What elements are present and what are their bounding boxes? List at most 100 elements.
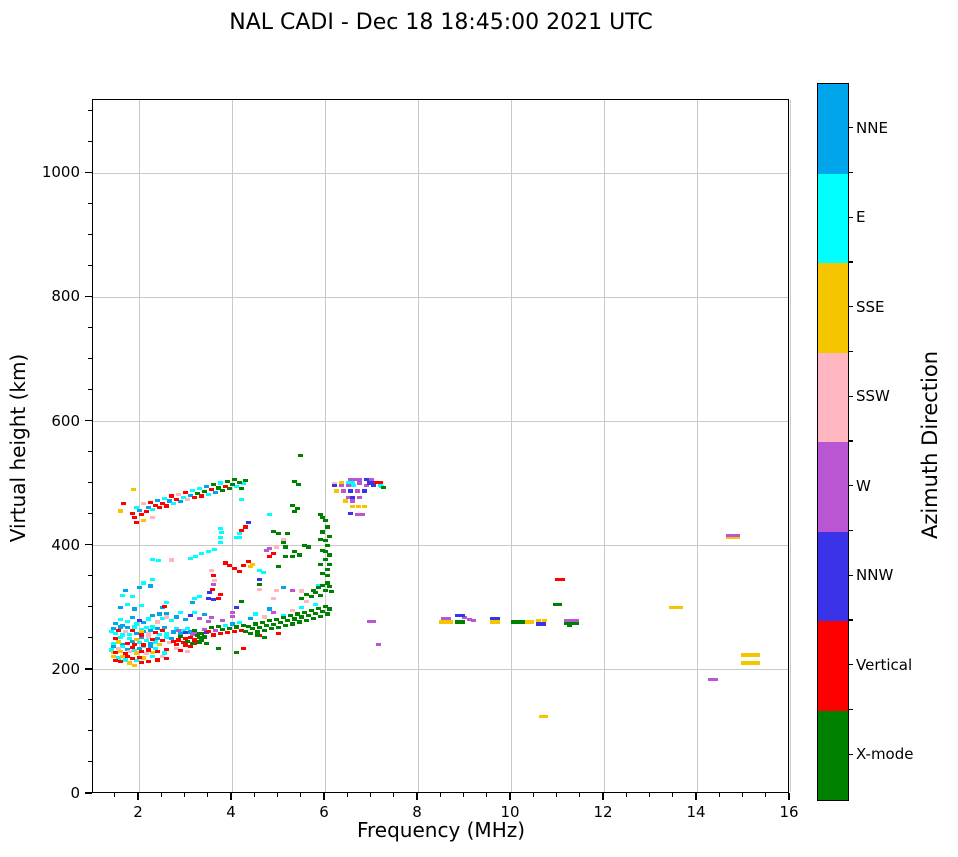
data-point-X-mode [289, 555, 295, 559]
data-point-W [359, 513, 365, 517]
data-point-Vertical [241, 563, 247, 568]
data-point-SSE [334, 489, 340, 493]
data-point-SSE [730, 536, 736, 540]
data-point-Vertical [143, 509, 149, 514]
data-point-X-mode [224, 479, 230, 483]
data-point-E [117, 617, 123, 622]
data-point-X-mode [283, 555, 288, 559]
data-point-SSW [208, 568, 214, 573]
data-point-X-mode [292, 480, 298, 484]
x-minor-tick [207, 793, 209, 797]
x-tick-label: 2 [133, 803, 143, 821]
data-point-NNE [155, 498, 161, 502]
colorbar-segment-SSE [818, 263, 848, 353]
colorbar-label-W: W [856, 476, 871, 495]
data-point-W [350, 499, 356, 503]
data-point-SSE [138, 630, 144, 634]
data-point-X-mode [317, 593, 323, 597]
colorbar-segment-NNW [818, 531, 848, 621]
x-minor-tick [579, 793, 581, 797]
data-point-NNE [183, 617, 189, 622]
x-tick-label: 6 [319, 803, 329, 821]
data-point-SSW [159, 654, 165, 658]
data-point-E [217, 540, 223, 545]
data-point-W [730, 533, 736, 537]
data-point-X-mode [324, 567, 330, 571]
data-point-SSW [303, 599, 309, 604]
data-point-Vertical [138, 649, 144, 653]
data-point-SSE [438, 620, 444, 624]
data-point-SSE [543, 714, 549, 718]
colorbar-boundary-tick [848, 440, 854, 442]
data-point-Vertical [131, 642, 137, 646]
data-point-SSW [155, 620, 161, 624]
data-point-X-mode [229, 482, 235, 486]
data-point-E [234, 485, 240, 489]
data-point-E [127, 636, 133, 640]
data-point-E [120, 593, 126, 597]
y-minor-tick [88, 357, 92, 359]
data-point-X-mode [278, 621, 284, 625]
data-point-NNE [110, 644, 116, 648]
data-point-X-mode [322, 550, 328, 554]
data-point-SSE [448, 620, 454, 624]
data-point-W [366, 619, 372, 624]
data-point-W [462, 616, 468, 620]
data-point-Vertical [134, 520, 140, 524]
data-point-X-mode [273, 617, 279, 622]
data-point-W [229, 614, 235, 619]
data-point-Vertical [192, 496, 198, 500]
data-point-E [236, 621, 242, 625]
data-point-NNE [201, 613, 207, 617]
data-point-NNW [210, 598, 216, 602]
data-point-NNE [150, 613, 156, 617]
data-point-NNE [266, 607, 272, 611]
data-point-X-mode [303, 618, 309, 622]
data-point-SSE [745, 653, 751, 657]
data-point-Vertical [155, 649, 161, 653]
data-point-W [713, 677, 719, 681]
data-point-SSE [750, 653, 756, 657]
x-tick-label: 4 [226, 803, 236, 821]
data-point-X-mode [313, 591, 319, 595]
data-point-X-mode [234, 650, 240, 655]
data-point-E [150, 625, 156, 629]
data-point-E [157, 632, 163, 637]
x-tick-label: 16 [779, 803, 799, 821]
data-point-X-mode [231, 477, 237, 481]
data-point-E [108, 648, 114, 652]
x-minor-tick [742, 793, 743, 797]
data-point-SSW [185, 650, 191, 654]
x-minor-tick [463, 793, 465, 797]
data-point-W [196, 616, 202, 620]
x-minor-tick [114, 793, 116, 797]
data-point-Vertical [129, 645, 135, 650]
data-point-SSW [271, 596, 277, 601]
data-point-X-mode [201, 490, 207, 494]
data-point-SSW [299, 589, 305, 593]
y-minor-tick [88, 575, 92, 577]
data-point-E [345, 481, 351, 485]
colorbar-boundary-tick [848, 171, 854, 174]
data-point-E [124, 619, 130, 624]
data-point-NNE [187, 493, 193, 497]
data-point-NNW [494, 616, 500, 620]
data-point-NNW [331, 483, 337, 488]
data-point-Vertical [113, 637, 119, 641]
data-point-X-mode [283, 545, 288, 549]
data-point-NNW [371, 483, 377, 488]
x-minor-tick [370, 793, 372, 797]
data-point-NNE [203, 485, 209, 489]
data-point-E [196, 486, 202, 491]
data-point-SSE [529, 620, 535, 624]
data-point-SSE [362, 504, 368, 509]
x-minor-tick [625, 793, 627, 797]
data-point-E [313, 603, 319, 607]
data-point-NNW [348, 511, 354, 515]
data-point-NNE [229, 622, 235, 626]
data-point-W [201, 627, 207, 632]
data-point-X-mode [220, 488, 226, 493]
data-point-Vertical [138, 660, 144, 664]
data-point-X-mode [243, 629, 249, 633]
data-point-Vertical [266, 555, 272, 559]
